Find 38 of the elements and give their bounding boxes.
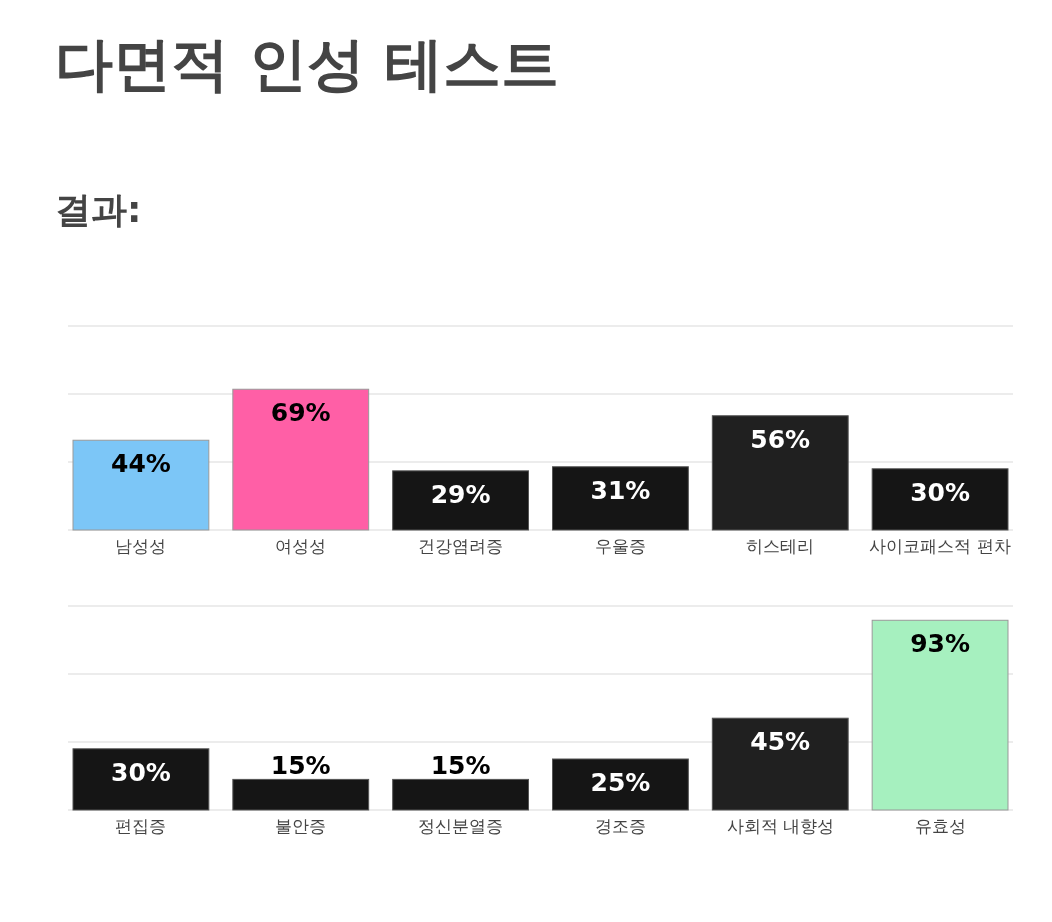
bar [711,415,849,531]
bar [232,778,370,811]
bar [552,758,689,811]
data-label: 31% [590,475,651,505]
x-tick-label: 히스테리 [746,536,815,556]
data-label: 25% [590,768,651,797]
x-tick-label: 남성성 [115,536,167,556]
x-tick-label: 경조증 [594,816,646,836]
chart-subtitle: 결과: [55,189,142,230]
data-label: 30% [110,757,171,787]
x-tick-label: 불안증 [275,816,327,836]
x-tick-label: 여성성 [275,536,327,556]
data-label: 29% [430,479,491,509]
x-tick-label: 유효성 [914,816,966,836]
data-label: 30% [910,477,971,507]
bar [871,619,1009,811]
bar [392,470,529,531]
bar [392,778,529,811]
bar [72,439,210,531]
x-tick-label: 우울증 [594,536,646,556]
data-label: 44% [110,449,171,479]
data-label: 45% [750,727,811,757]
bar [232,388,370,531]
data-label: 56% [750,424,811,454]
x-tick-label: 건강염려증 [418,536,504,556]
data-label: 69% [270,398,331,428]
bar [871,468,1009,531]
bar [552,466,689,531]
x-tick-label: 편집증 [115,816,167,836]
bar [711,717,849,811]
x-tick-label: 사이코패스적 편차 [869,536,1011,556]
data-label: 15% [430,751,491,781]
bar [72,748,210,811]
data-label: 93% [910,629,971,659]
x-tick-label: 사회적 내향성 [726,816,834,836]
chart-title: 다면적 인성 테스트 [55,30,560,98]
x-tick-label: 정신분열증 [418,816,504,836]
data-label: 15% [270,751,331,781]
